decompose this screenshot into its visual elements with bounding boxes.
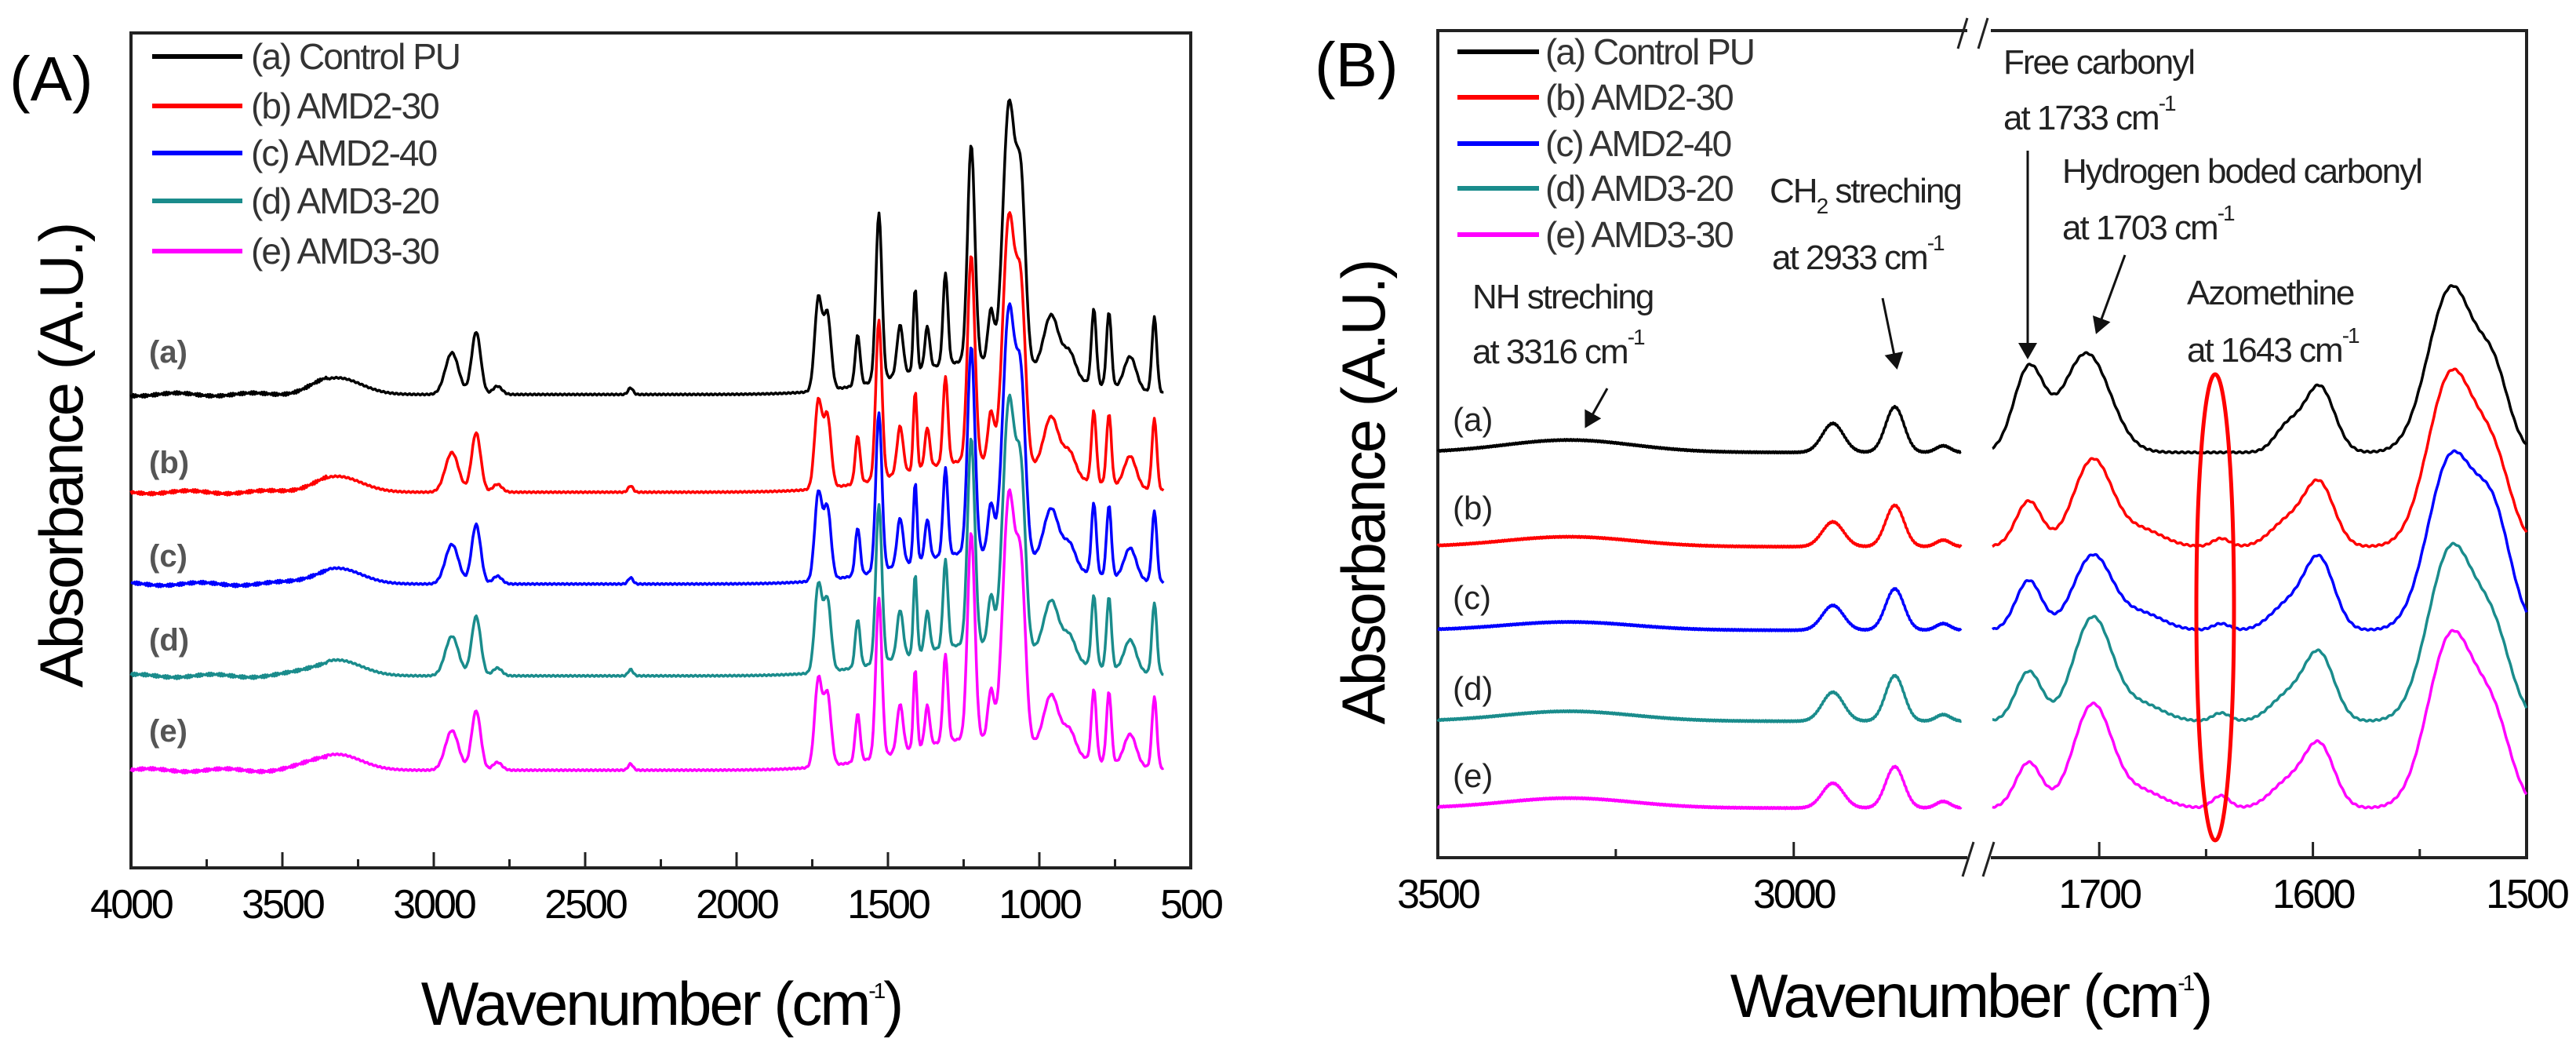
panel-a: (A) 4000 3500 3000 2500 2000 1500 1000 500 (a) … (9, 31, 1224, 1038)
panel-b-legend: (a) Control PU (b) AMD2-30 (c) AMD2-40(d) … (1457, 31, 1756, 255)
svg-text:NH streching: NH streching (1472, 278, 1653, 316)
svg-text:at 1703 cm-1: at 1703 cm-1 (2062, 201, 2235, 247)
svg-text:Azomethine: Azomethine (2187, 274, 2354, 312)
series-line-d (129, 393, 1164, 680)
series-label: (c) (149, 539, 187, 574)
series-line-b (129, 211, 1165, 497)
annotation-free-carbonyl: Free carbonyl at 1733 cm-1 (2003, 43, 2196, 359)
panel-b-series-labels: (a) (b) (c) (d) (e) (1453, 401, 1493, 794)
arrow-icon (1881, 297, 1904, 370)
legend-entry: (d) AMD3-20 (251, 180, 438, 221)
axis-break-marks (1956, 17, 1996, 877)
panel-b-y-axis-title: Absorbance (A.U.) (1329, 261, 1398, 725)
panel-a-curves (129, 98, 1165, 774)
panel-a-x-ticks: 4000 3500 3000 2500 2000 1500 1000 500 (90, 852, 1224, 928)
svg-text:at 1733 cm-1: at 1733 cm-1 (2003, 91, 2176, 137)
x-tick-label: 4000 (90, 882, 173, 928)
series-line-b (1992, 367, 2528, 549)
series-label: (b) (1453, 490, 1493, 527)
series-line-e (129, 488, 1165, 774)
azomethine-highlight-ellipse (2194, 372, 2236, 843)
panel-a-label: (A) (9, 44, 93, 114)
panel-a-x-axis-title: Wavenumber (cm-1) (421, 969, 901, 1038)
legend-entry: (b) AMD2-30 (1545, 77, 1733, 118)
x-title-text: Wavenumber (cm (421, 969, 869, 1038)
series-line-d (1436, 673, 1963, 723)
x-tick-label: 3000 (1753, 872, 1836, 917)
x-tick-label: 3500 (242, 882, 324, 928)
panel-b: (B) 3500 3000 1700 1600 1500 (a) Control PU(… (1315, 17, 2571, 1030)
annotation-azomethine: Azomethine at 1643 cm-1 (2187, 274, 2361, 843)
arrow-icon (1585, 388, 1609, 428)
annotations: Free carbonyl at 1733 cm-1 Hydrogen bode… (1472, 43, 2423, 843)
svg-text:CH2 streching: CH2 streching (1770, 172, 1961, 218)
legend-entry: (c) AMD2-40 (1545, 123, 1731, 164)
series-label: (e) (1453, 757, 1493, 794)
x-tick-label: 3000 (393, 882, 475, 928)
series-line-c (130, 302, 1165, 589)
x-tick-label: 1700 (2058, 872, 2141, 917)
arrow-icon (2092, 254, 2127, 334)
annotation-hydrogen-bonded-carbonyl: Hydrogen boded carbonyl at 1703 cm-1 (2062, 152, 2423, 334)
x-title-end: ) (883, 969, 901, 1038)
x-tick-label: 1000 (999, 882, 1081, 928)
legend-entry: (e) AMD3-30 (251, 231, 438, 272)
x-tick-label: 1500 (2486, 872, 2568, 917)
x-tick-label: 1500 (847, 882, 930, 928)
series-label: (d) (149, 623, 189, 658)
series-label: (a) (1453, 401, 1493, 438)
panel-a-y-axis-title: Absorbance (A.U.) (27, 224, 96, 688)
series-line-e (1436, 764, 1963, 811)
series-line-c (1436, 587, 1963, 632)
x-title-text: Wavenumber (cm (1730, 961, 2178, 1030)
legend-entry: (c) AMD2-40 (251, 133, 437, 173)
series-line-d (1992, 541, 2528, 723)
x-tick-label: 2500 (544, 882, 627, 928)
x-tick-label: 500 (1160, 882, 1222, 928)
x-tick-label: 3500 (1397, 872, 1479, 917)
svg-text:at 1643 cm-1: at 1643 cm-1 (2187, 323, 2360, 370)
series-label: (c) (1453, 579, 1491, 616)
panel-a-series-labels: (a) (b) (c) (d) (e) (149, 335, 189, 749)
x-tick-label: 1600 (2272, 872, 2355, 917)
legend-entry: (a) Control PU (1545, 31, 1754, 72)
annotation-ch2-stretching: CH2 streching at 2933 cm-1 (1770, 172, 1963, 370)
series-line-e (1992, 629, 2528, 810)
panel-a-legend: (a) Control PU (b) AMD2-30 (c) AMD2-40 (d) … (152, 36, 461, 272)
series-line-a (129, 98, 1164, 399)
x-title-end: ) (2192, 961, 2210, 1030)
series-line-a (1436, 404, 1963, 455)
svg-text:at 3316 cm-1: at 3316 cm-1 (1472, 325, 1645, 371)
series-label: (b) (149, 446, 189, 480)
panel-b-x-ticks: 3500 3000 1700 1600 1500 (1397, 842, 2571, 917)
legend-entry: (a) Control PU (251, 36, 460, 77)
legend-entry: (d) AMD3-20 (1545, 168, 1733, 209)
series-label: (d) (1453, 670, 1493, 707)
panel-b-label: (B) (1315, 30, 1399, 100)
svg-text:Free carbonyl: Free carbonyl (2003, 43, 2194, 82)
svg-text:at 2933 cm-1: at 2933 cm-1 (1772, 231, 1945, 277)
panel-b-curves (1436, 284, 2528, 811)
x-tick-label: 2000 (696, 882, 778, 928)
panel-b-x-axis-title: Wavenumber (cm-1) (1730, 961, 2210, 1030)
series-line-a (1992, 284, 2527, 455)
series-line-c (1991, 449, 2528, 632)
series-label: (e) (149, 714, 187, 749)
series-line-b (1436, 503, 1963, 549)
series-label: (a) (149, 335, 187, 370)
svg-text:Hydrogen boded carbonyl: Hydrogen boded carbonyl (2062, 152, 2421, 191)
legend-entry: (b) AMD2-30 (251, 86, 438, 126)
legend-entry: (e) AMD3-30 (1545, 214, 1733, 255)
annotation-nh-stretching: NH streching at 3316 cm-1 (1472, 278, 1654, 428)
